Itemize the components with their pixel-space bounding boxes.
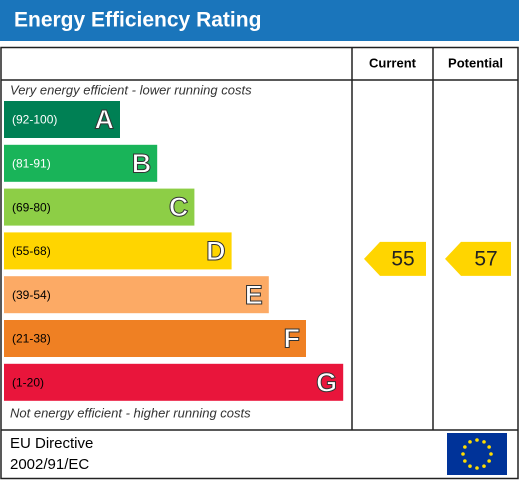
flag-star	[463, 459, 467, 463]
band-letter: G	[316, 367, 337, 397]
footer-text: 2002/91/EC	[10, 456, 89, 473]
band-range: (92-100)	[12, 113, 57, 127]
eu-flag	[447, 433, 507, 475]
band-range: (69-80)	[12, 200, 51, 214]
band-range: (39-54)	[12, 288, 51, 302]
band-letter: C	[169, 192, 189, 222]
flag-star	[475, 438, 479, 442]
band-bar	[4, 320, 306, 357]
flag-star	[487, 459, 491, 463]
flag-star	[461, 452, 465, 456]
flag-star	[489, 452, 493, 456]
band-bar	[4, 101, 120, 138]
band-bar	[4, 188, 195, 226]
rating-arrow	[445, 241, 511, 276]
bottom-note: Not energy efficient - higher running co…	[10, 405, 251, 420]
flag-star	[487, 445, 491, 449]
band-bar	[4, 144, 158, 182]
chart-title: Energy Efficiency Rating	[14, 9, 261, 32]
band-letter: A	[95, 105, 115, 135]
band-range: (81-91)	[12, 156, 51, 170]
rating-value: 55	[391, 247, 414, 270]
band-letter: D	[206, 236, 226, 266]
flag-star	[463, 445, 467, 449]
band-range: (55-68)	[12, 244, 51, 258]
flag-star	[468, 440, 472, 444]
footer-text: EU Directive	[10, 435, 93, 452]
band-bar	[4, 276, 269, 314]
band-range: (21-38)	[12, 332, 51, 346]
rating-arrow	[364, 241, 426, 276]
band-letter: E	[245, 280, 263, 310]
flag-star	[468, 464, 472, 468]
band-letter: F	[284, 324, 301, 354]
rating-value: 57	[474, 247, 497, 270]
top-note: Very energy efficient - lower running co…	[10, 82, 252, 97]
band-letter: B	[132, 148, 152, 178]
title-bar	[0, 0, 519, 41]
band-range: (1-20)	[12, 375, 44, 389]
flag-star	[482, 440, 486, 444]
flag-star	[475, 466, 479, 470]
band-bar	[4, 363, 344, 401]
column-header: Potential	[448, 55, 503, 70]
band-bar	[4, 232, 232, 270]
flag-star	[482, 464, 486, 468]
column-header: Current	[369, 55, 417, 70]
